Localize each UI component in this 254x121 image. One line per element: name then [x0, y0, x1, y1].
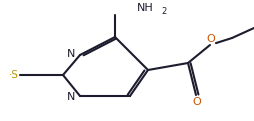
Text: N: N: [67, 92, 75, 102]
Text: ·S: ·S: [9, 70, 19, 80]
Text: NH: NH: [137, 3, 154, 13]
Text: O: O: [206, 34, 215, 44]
Text: 2: 2: [161, 7, 166, 16]
Text: O: O: [192, 97, 201, 107]
Text: N: N: [67, 49, 75, 59]
